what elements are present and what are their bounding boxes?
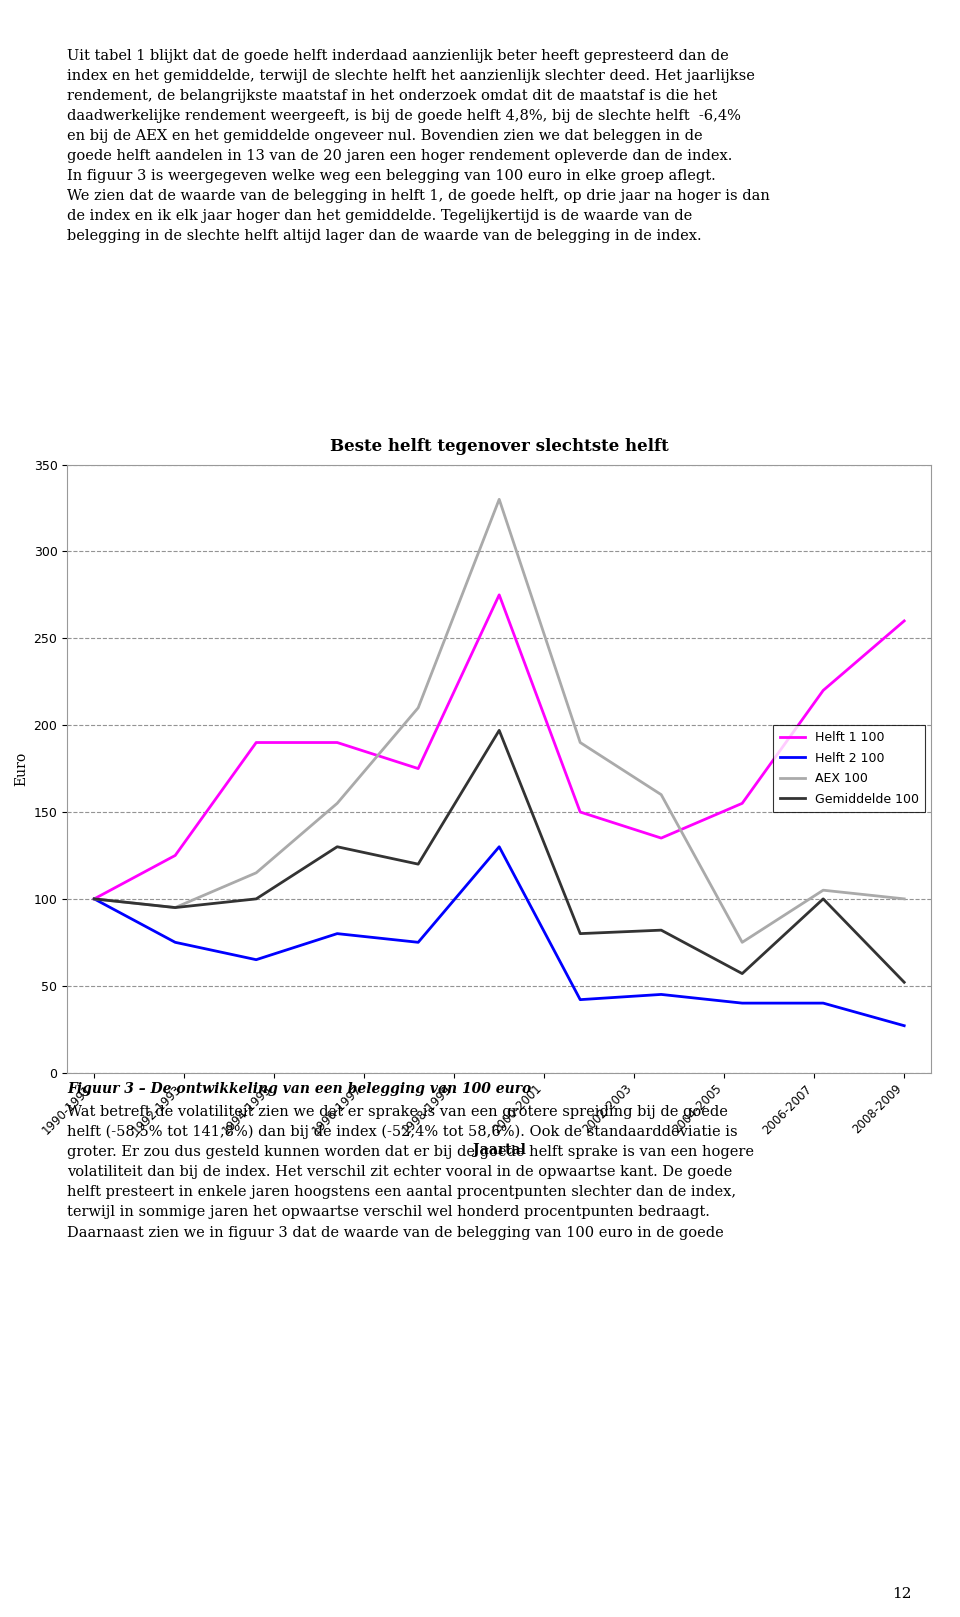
Helft 1 100 — [413, 758, 424, 778]
Helft 1 100 — [574, 802, 586, 821]
Text: 12: 12 — [893, 1586, 912, 1601]
AEX 100 — [493, 490, 505, 509]
Gemiddelde 100 — [493, 721, 505, 741]
Helft 1 100 — [493, 585, 505, 605]
Gemiddelde 100 — [331, 838, 343, 857]
Gemiddelde 100 — [413, 854, 424, 873]
AEX 100 — [656, 784, 667, 804]
Helft 2 100 — [656, 985, 667, 1004]
AEX 100 — [736, 933, 748, 952]
AEX 100 — [413, 699, 424, 718]
Helft 2 100 — [493, 838, 505, 857]
Helft 2 100 — [574, 990, 586, 1009]
X-axis label: Jaartal: Jaartal — [472, 1143, 526, 1156]
Text: Uit tabel 1 blijkt dat de goede helft inderdaad aanzienlijk beter heeft gepreste: Uit tabel 1 blijkt dat de goede helft in… — [67, 49, 770, 243]
AEX 100 — [574, 733, 586, 752]
Helft 2 100 — [331, 923, 343, 943]
Line: AEX 100: AEX 100 — [94, 500, 904, 943]
Helft 1 100 — [817, 681, 828, 700]
Gemiddelde 100 — [251, 889, 262, 909]
Helft 1 100 — [169, 846, 180, 865]
Helft 1 100 — [88, 889, 100, 909]
Helft 1 100 — [656, 828, 667, 847]
Helft 2 100 — [736, 993, 748, 1012]
Gemiddelde 100 — [736, 964, 748, 983]
Helft 2 100 — [817, 993, 828, 1012]
Gemiddelde 100 — [574, 923, 586, 943]
Helft 1 100 — [331, 733, 343, 752]
Y-axis label: Euro: Euro — [14, 752, 28, 786]
Helft 1 100 — [899, 611, 910, 631]
Helft 1 100 — [736, 794, 748, 813]
Helft 2 100 — [413, 933, 424, 952]
Line: Helft 2 100: Helft 2 100 — [94, 847, 904, 1025]
Title: Beste helft tegenover slechtste helft: Beste helft tegenover slechtste helft — [330, 438, 668, 454]
Gemiddelde 100 — [656, 920, 667, 939]
Helft 2 100 — [251, 949, 262, 969]
Helft 1 100 — [251, 733, 262, 752]
Helft 2 100 — [169, 933, 180, 952]
AEX 100 — [251, 863, 262, 883]
Gemiddelde 100 — [817, 889, 828, 909]
Text: Figuur 3 – De ontwikkeling van een belegging van 100 euro: Figuur 3 – De ontwikkeling van een beleg… — [67, 1082, 532, 1096]
Line: Helft 1 100: Helft 1 100 — [94, 595, 904, 899]
AEX 100 — [169, 897, 180, 917]
AEX 100 — [88, 889, 100, 909]
Helft 2 100 — [899, 1015, 910, 1035]
Text: Wat betreft de volatiliteit zien we dat er sprake is van een grotere spreiding b: Wat betreft de volatiliteit zien we dat … — [67, 1104, 755, 1240]
Gemiddelde 100 — [88, 889, 100, 909]
Gemiddelde 100 — [169, 897, 180, 917]
AEX 100 — [817, 881, 828, 901]
Line: Gemiddelde 100: Gemiddelde 100 — [94, 731, 904, 982]
AEX 100 — [899, 889, 910, 909]
Helft 2 100 — [88, 889, 100, 909]
Gemiddelde 100 — [899, 972, 910, 991]
AEX 100 — [331, 794, 343, 813]
Legend: Helft 1 100, Helft 2 100, AEX 100, Gemiddelde 100: Helft 1 100, Helft 2 100, AEX 100, Gemid… — [774, 724, 924, 812]
